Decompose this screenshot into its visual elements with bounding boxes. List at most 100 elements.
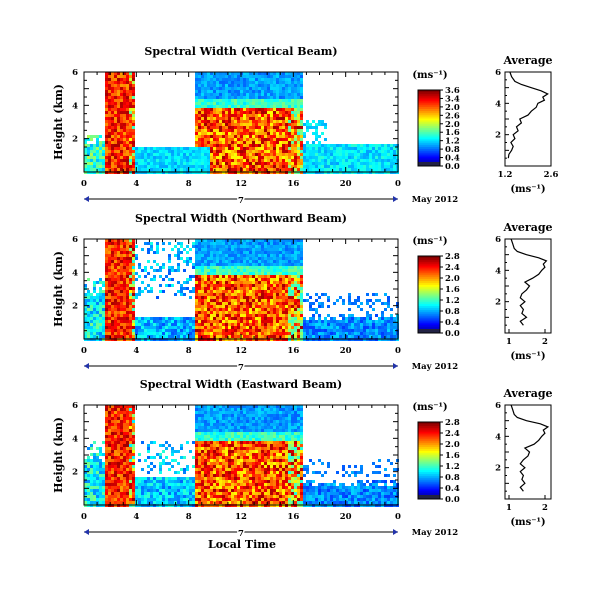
colorbar-unit: (ms⁻¹): [412, 402, 447, 413]
average-line: [510, 238, 548, 326]
average-x-tick-label: 1: [506, 503, 512, 513]
colorbar-unit: (ms⁻¹): [412, 236, 447, 247]
average-x-tick-label: 1: [506, 337, 512, 347]
day-marker-label: 7: [238, 529, 244, 539]
colorbar-tick-label: 2.4: [445, 263, 460, 273]
x-tick-label: 4: [133, 179, 139, 189]
average-x-tick-label: 2: [542, 503, 548, 513]
panel-title: Spectral Width (Eastward Beam): [140, 378, 342, 391]
colorbar-tick-label: 2.0: [445, 120, 460, 130]
x-tick-label: 4: [133, 512, 139, 522]
colorbar-tick-label: 2.6: [445, 111, 460, 121]
average-x-tick-label: 2.6: [544, 170, 559, 180]
x-tick-label: 0: [395, 179, 401, 189]
colorbar-tick-label: 0.4: [445, 318, 460, 328]
colorbar: (ms⁻¹)3.63.42.02.62.01.61.20.80.40.0: [412, 70, 460, 172]
x-tick-label: 4: [133, 346, 139, 356]
colorbar-tick-label: 2.0: [445, 103, 460, 113]
colorbar-tick-label: 1.6: [445, 285, 460, 295]
x-tick-label: 8: [186, 346, 192, 356]
colorbar-tick-label: 2.0: [445, 440, 460, 450]
y-tick-label: 2: [72, 468, 78, 478]
average-y-tick-label: 2: [495, 464, 501, 474]
average-x-label: (ms⁻¹): [510, 184, 545, 195]
x-tick-label: 16: [287, 512, 299, 522]
x-axis-label: Local Time: [208, 538, 276, 551]
average-frame: [504, 404, 552, 500]
average-x-label: (ms⁻¹): [510, 517, 545, 528]
colorbar-tick-label: 1.2: [445, 137, 460, 147]
colorbar-tick-label: 2.0: [445, 274, 460, 284]
y-axis: 6 4 2: [72, 235, 398, 340]
colorbar: (ms⁻¹) 2.82.42.01.61.20.80.40.0: [412, 402, 460, 505]
colorbar: (ms⁻¹) 2.82.42.01.61.20.80.40.0: [412, 236, 460, 339]
y-axis: 6 4 2: [72, 401, 398, 506]
day-marker-label: 7: [238, 363, 244, 373]
x-tick-label: 16: [287, 179, 299, 189]
y-tick-label: 2: [72, 135, 78, 145]
heatmap-cells: [84, 72, 399, 174]
x-tick-label: 0: [81, 346, 87, 356]
average-y-tick-label: 2: [495, 298, 501, 308]
heatmap-cells: [84, 405, 399, 507]
x-tick-label: 0: [395, 512, 401, 522]
colorbar-tick-label: 0.4: [445, 484, 460, 494]
x-tick-label: 0: [81, 512, 87, 522]
x-axis: 0 4 8 12 16 20 0: [81, 239, 401, 356]
colorbar-tick-label: 0.8: [445, 145, 460, 155]
y-axis-label: Height (km): [52, 417, 65, 493]
colorbar-tick-label: 0.8: [445, 307, 460, 317]
date-label: May 2012: [412, 362, 459, 372]
day-marker-label: 7: [238, 196, 244, 206]
panel-1: Spectral Width (Vertical Beam)0 4 8 12 16 20 0…: [52, 45, 559, 208]
date-label: May 2012: [412, 528, 459, 538]
colorbar-tick-label: 0.4: [445, 154, 460, 164]
colorbar-tick-label: 1.6: [445, 128, 460, 138]
average-line: [510, 404, 550, 492]
average-title: Average: [502, 54, 552, 67]
x-axis: 0 4 8 12 16 20 0: [81, 405, 401, 522]
colorbar-tick-label: 1.6: [445, 451, 460, 461]
average-x-label: (ms⁻¹): [510, 351, 545, 362]
colorbar-tick-label: 2.8: [445, 252, 460, 262]
y-axis: 6 4 2: [72, 68, 398, 173]
average-y-tick-label: 6: [495, 401, 501, 411]
day-marker: 7: [84, 528, 398, 541]
panel-2: Spectral Width (Northward Beam)0 4 8 12 16 20…: [52, 212, 553, 375]
day-marker: 7: [84, 195, 398, 208]
colorbar-tick-label: 0.0: [445, 495, 460, 505]
average-x-tick-label: 2: [542, 337, 548, 347]
x-tick-label: 12: [235, 179, 247, 189]
x-tick-label: 16: [287, 346, 299, 356]
y-tick-label: 6: [72, 235, 78, 245]
colorbar-tick-label: 0.8: [445, 473, 460, 483]
x-tick-label: 0: [395, 346, 401, 356]
average-line: [507, 71, 549, 159]
x-tick-label: 12: [235, 512, 247, 522]
y-axis-label: Height (km): [52, 84, 65, 160]
average-frame: [504, 238, 552, 334]
panel-title: Spectral Width (Northward Beam): [135, 212, 347, 225]
average-x-tick-label: 1.2: [498, 170, 513, 180]
y-tick-label: 2: [72, 302, 78, 312]
colorbar-unit: (ms⁻¹): [412, 70, 447, 81]
y-tick-label: 4: [72, 434, 78, 444]
colorbar-tick-label: 0.0: [445, 162, 460, 172]
colorbar-tick-label: 1.2: [445, 462, 460, 472]
colorbar-tick-label: 2.8: [445, 418, 460, 428]
average-y-tick-label: 4: [495, 432, 501, 442]
x-tick-label: 20: [340, 512, 352, 522]
panel-title: Spectral Width (Vertical Beam): [144, 45, 337, 58]
x-tick-label: 8: [186, 512, 192, 522]
average-y-tick-label: 4: [495, 266, 501, 276]
average-y-tick-label: 4: [495, 99, 501, 109]
x-axis: 0 4 8 12 16 20 0: [81, 72, 401, 189]
average-y-tick-label: 6: [495, 235, 501, 245]
y-axis-label: Height (km): [52, 251, 65, 327]
y-tick-label: 4: [72, 101, 78, 111]
colorbar-tick-label: 2.4: [445, 429, 460, 439]
x-tick-label: 0: [81, 179, 87, 189]
x-tick-label: 20: [340, 346, 352, 356]
